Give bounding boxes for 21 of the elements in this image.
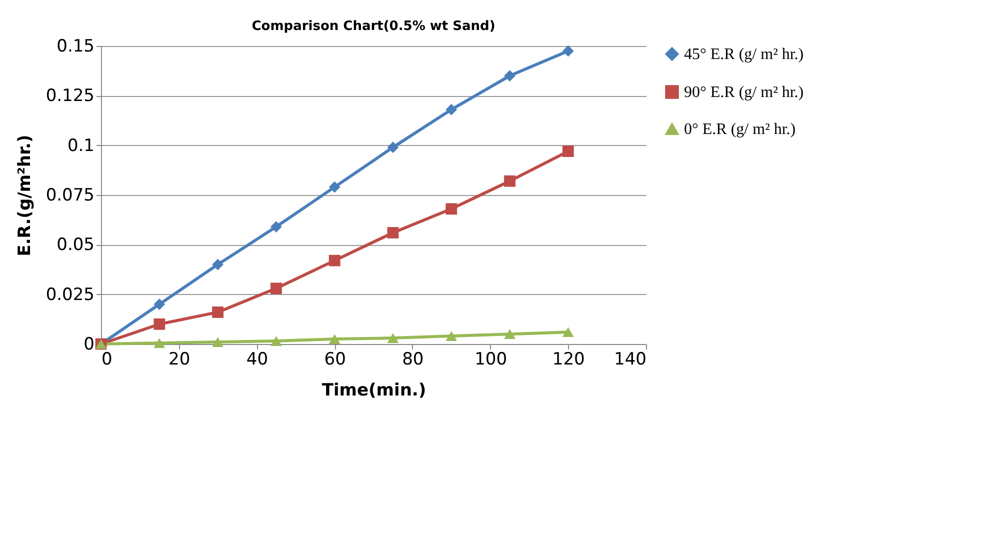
legend-label: 0° E.R (g/ m² hr.) xyxy=(684,121,796,138)
x-tick-label: 60 xyxy=(324,350,346,370)
x-tick-label: 20 xyxy=(168,350,190,370)
legend-label: 45° E.R (g/ m² hr.) xyxy=(684,46,804,63)
legend-label: 90° E.R (g/ m² hr.) xyxy=(684,84,804,101)
x-tick-label: 80 xyxy=(402,350,424,370)
x-tick-label: 0 xyxy=(102,350,112,370)
y-tick-label: 0.15 xyxy=(56,36,94,56)
y-tick-label: 0.025 xyxy=(46,284,94,305)
y-tick-label: 0.1 xyxy=(67,136,94,156)
y-tick-label: 0.075 xyxy=(46,186,94,206)
x-tick-label: 100 xyxy=(474,350,508,370)
y-axis-title: E.R.(g/m²hr.) xyxy=(14,134,35,256)
y-tick-label: 0.125 xyxy=(46,86,94,106)
y-tick-label: 0 xyxy=(84,334,94,354)
x-tick-label: 40 xyxy=(246,350,268,370)
x-axis-title: Time(min.) xyxy=(322,380,426,400)
x-tick-label: 120 xyxy=(552,350,585,370)
y-tick-label: 0.05 xyxy=(56,235,94,256)
chart-title: Comparison Chart(0.5% wt Sand) xyxy=(252,19,496,34)
x-tick-label: 140 xyxy=(614,350,646,370)
